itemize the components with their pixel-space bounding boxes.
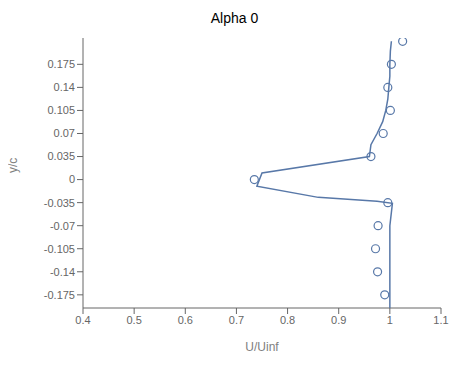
svg-text:1.1: 1.1: [433, 314, 448, 326]
svg-text:y/c: y/c: [8, 158, 20, 173]
svg-text:0.6: 0.6: [178, 314, 193, 326]
svg-text:0.035: 0.035: [47, 150, 75, 162]
svg-text:-0.07: -0.07: [50, 220, 75, 232]
svg-text:0.14: 0.14: [54, 81, 75, 93]
html-text:Alpha 0: Alpha 0: [210, 10, 259, 26]
svg-text:0.8: 0.8: [280, 314, 295, 326]
svg-text:0.105: 0.105: [47, 104, 75, 116]
svg-text:0.5: 0.5: [126, 314, 141, 326]
svg-text:0.9: 0.9: [331, 314, 346, 326]
svg-text:-0.035: -0.035: [44, 197, 75, 209]
svg-text:0.175: 0.175: [47, 58, 75, 70]
svg-text:0.07: 0.07: [54, 127, 75, 139]
svg-text:0.4: 0.4: [75, 314, 90, 326]
svg-text:U/Uinf: U/Uinf: [245, 340, 279, 354]
svg-text:-0.105: -0.105: [44, 243, 75, 255]
svg-text:-0.175: -0.175: [44, 289, 75, 301]
svg-text:-0.14: -0.14: [50, 266, 75, 278]
svg-text:1: 1: [387, 314, 393, 326]
svg-text:0: 0: [69, 173, 75, 185]
svg-text:0.7: 0.7: [229, 314, 244, 326]
